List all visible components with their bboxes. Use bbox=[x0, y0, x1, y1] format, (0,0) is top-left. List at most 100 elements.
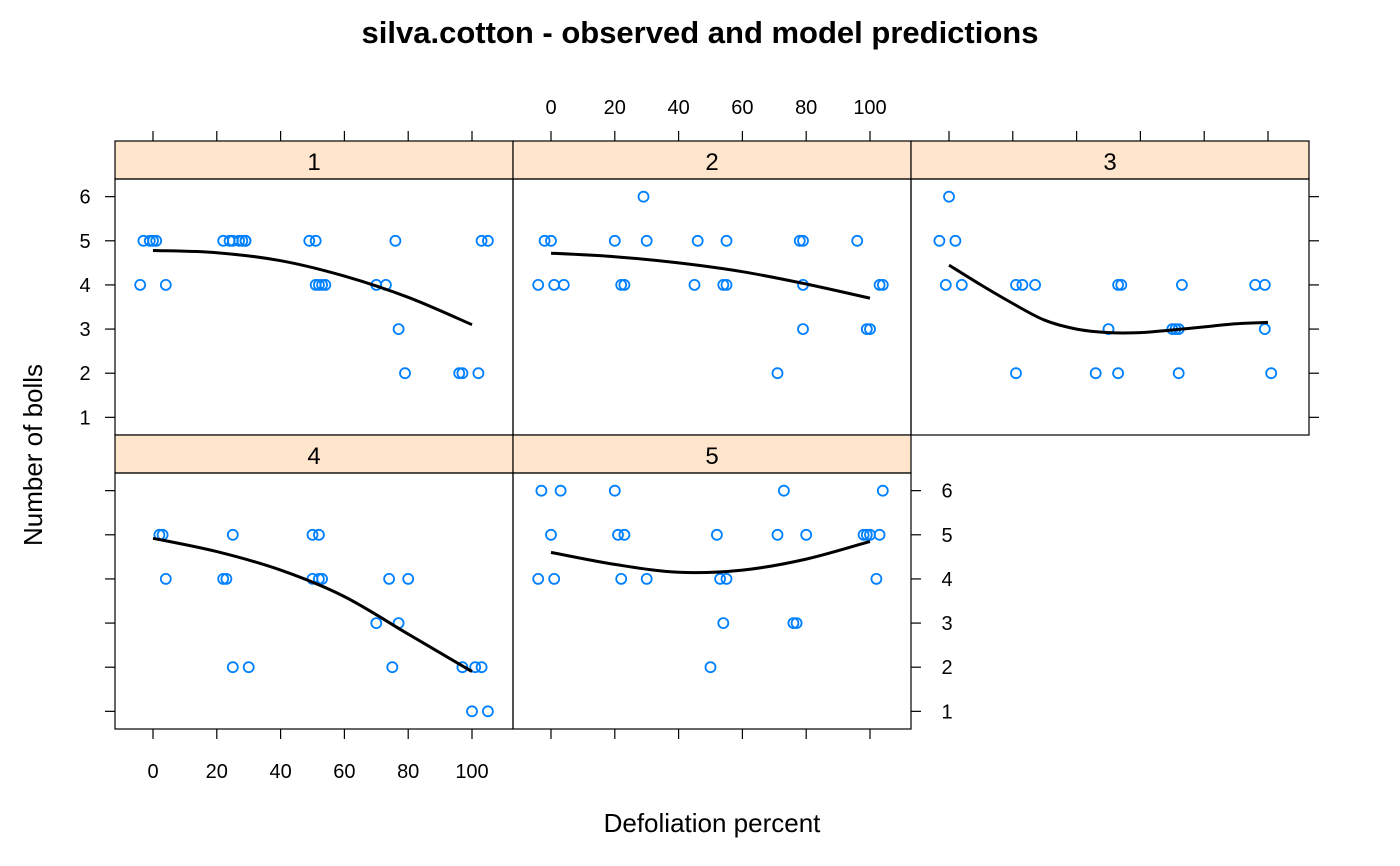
data-point bbox=[554, 484, 567, 497]
panel-1: 1 bbox=[114, 140, 514, 436]
x-tick-label: 40 bbox=[269, 761, 291, 783]
data-point bbox=[481, 234, 494, 247]
data-point bbox=[720, 278, 733, 291]
data-point bbox=[134, 278, 147, 291]
data-point bbox=[399, 367, 411, 380]
data-point bbox=[1176, 278, 1188, 291]
x-tick-label: 0 bbox=[147, 761, 158, 783]
data-point bbox=[876, 484, 889, 497]
data-point bbox=[312, 528, 325, 541]
y-tick-label: 3 bbox=[79, 319, 90, 341]
model-curve-1 bbox=[152, 249, 473, 327]
data-point bbox=[386, 661, 399, 674]
y-tick-label: 2 bbox=[79, 363, 90, 385]
data-point bbox=[714, 573, 726, 585]
data-point bbox=[312, 278, 325, 291]
x-tick-label: 20 bbox=[604, 97, 626, 119]
data-point bbox=[469, 661, 482, 674]
plot-frame-5 bbox=[512, 472, 912, 730]
data-point bbox=[150, 234, 163, 247]
data-point bbox=[389, 234, 402, 247]
strip-4 bbox=[114, 434, 514, 474]
data-point bbox=[717, 278, 730, 291]
data-point bbox=[316, 278, 329, 291]
data-point bbox=[720, 573, 733, 585]
data-point bbox=[220, 573, 233, 585]
data-point bbox=[637, 190, 650, 203]
data-point bbox=[159, 573, 172, 585]
y-tick-label: 5 bbox=[79, 231, 90, 253]
strip-label-5: 5 bbox=[705, 443, 718, 470]
x-tick-label: 100 bbox=[455, 761, 488, 783]
data-point bbox=[1172, 367, 1185, 380]
data-point bbox=[456, 367, 469, 380]
x-tick-label: 40 bbox=[667, 97, 689, 119]
data-point bbox=[1258, 278, 1271, 291]
data-point bbox=[532, 573, 545, 585]
data-point bbox=[1265, 367, 1278, 380]
data-point bbox=[303, 234, 316, 247]
data-point bbox=[217, 573, 230, 585]
data-point bbox=[608, 484, 621, 497]
data-point bbox=[545, 234, 557, 247]
data-point bbox=[618, 528, 631, 541]
data-point bbox=[316, 573, 329, 585]
strip-3 bbox=[910, 140, 1310, 180]
y-tick-label: 4 bbox=[941, 569, 952, 591]
strip-label-1: 1 bbox=[307, 149, 320, 176]
data-point bbox=[797, 234, 809, 247]
y-tick-label: 2 bbox=[941, 657, 952, 679]
data-point bbox=[771, 367, 784, 380]
strip-1 bbox=[114, 140, 514, 180]
data-point bbox=[949, 234, 962, 247]
data-point bbox=[793, 234, 806, 247]
panel-4: 4 bbox=[114, 434, 514, 730]
panel-3: 3 bbox=[910, 140, 1310, 436]
data-point bbox=[472, 367, 485, 380]
y-tick-label: 6 bbox=[79, 187, 90, 209]
data-point bbox=[475, 234, 488, 247]
y-tick-label: 3 bbox=[941, 613, 952, 635]
model-curve-2 bbox=[550, 251, 871, 300]
data-point bbox=[608, 234, 621, 247]
data-point bbox=[226, 661, 239, 674]
data-point bbox=[453, 367, 466, 380]
data-point bbox=[943, 190, 955, 203]
data-point bbox=[939, 278, 952, 291]
y-tick-label: 4 bbox=[79, 275, 90, 297]
model-curve-3 bbox=[948, 263, 1269, 335]
data-point bbox=[319, 278, 332, 291]
data-point bbox=[688, 278, 701, 291]
data-point bbox=[1258, 323, 1271, 336]
data-point bbox=[236, 234, 249, 247]
data-point bbox=[778, 484, 790, 497]
data-point bbox=[226, 528, 239, 541]
data-point bbox=[787, 617, 800, 629]
x-tick-label: 80 bbox=[397, 761, 419, 783]
strip-label-4: 4 bbox=[307, 443, 320, 470]
data-point bbox=[876, 278, 889, 291]
x-tick-label: 80 bbox=[795, 97, 817, 119]
data-point bbox=[860, 323, 873, 336]
y-axis-label: Number of bolls bbox=[18, 364, 48, 546]
data-point bbox=[691, 234, 704, 247]
data-point bbox=[860, 528, 873, 541]
y-tick-label: 6 bbox=[941, 481, 952, 503]
plot-frame-4 bbox=[114, 472, 514, 730]
data-point bbox=[1249, 278, 1262, 291]
data-point bbox=[1112, 278, 1124, 291]
data-point bbox=[955, 278, 968, 291]
data-point bbox=[864, 323, 876, 336]
axes: 0 20 40 60 80 100 0 20 40 60 80 100 1 2 3 4 5 6 1 2 3 4 5 6 bbox=[79, 97, 1319, 783]
data-point bbox=[800, 528, 813, 541]
strip-5 bbox=[512, 434, 912, 474]
data-point bbox=[1010, 278, 1022, 291]
data-point bbox=[233, 234, 246, 247]
data-point bbox=[481, 705, 494, 718]
strip-label-3: 3 bbox=[1103, 149, 1116, 176]
data-point bbox=[933, 234, 946, 247]
data-point bbox=[1016, 278, 1029, 291]
data-point bbox=[870, 573, 883, 585]
data-point bbox=[873, 278, 886, 291]
